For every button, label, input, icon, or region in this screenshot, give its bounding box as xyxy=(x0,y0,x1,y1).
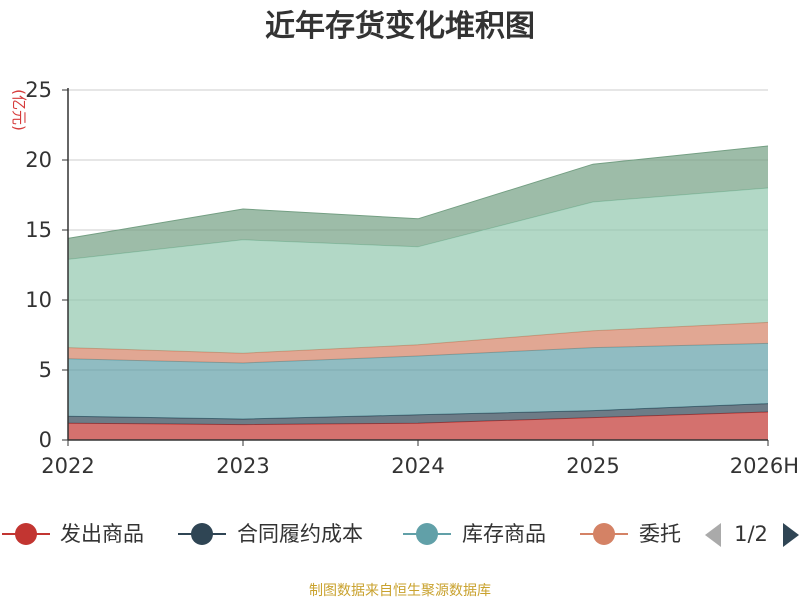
area-series-5 xyxy=(68,146,768,260)
legend-marker-consigned xyxy=(593,523,615,545)
y-axis-ticks: 0 5 10 15 20 25 xyxy=(25,78,68,452)
y-tick-label: 0 xyxy=(39,428,52,452)
x-tick-label: 2024 xyxy=(391,454,444,478)
legend-item-issued-goods[interactable]: 发出商品 xyxy=(2,522,144,546)
area-series-0 xyxy=(68,412,768,440)
x-tick-label: 2023 xyxy=(216,454,269,478)
y-tick-label: 20 xyxy=(25,148,52,172)
legend-prev-arrow-icon[interactable] xyxy=(705,523,721,547)
legend-next-arrow-icon[interactable] xyxy=(783,523,799,547)
legend-label: 委托 xyxy=(639,522,681,546)
legend: 发出商品 合同履约成本 库存商品 委托 1/2 xyxy=(2,522,799,547)
x-axis-ticks: 2022 2023 2024 2025 2026H xyxy=(41,440,799,478)
legend-page-indicator: 1/2 xyxy=(734,522,768,546)
legend-marker-inventory-goods xyxy=(416,523,438,545)
legend-item-contract-cost[interactable]: 合同履约成本 xyxy=(178,522,363,546)
y-tick-label: 25 xyxy=(25,78,52,102)
area-series-2 xyxy=(68,343,768,419)
area-series-4 xyxy=(68,188,768,354)
legend-item-consigned[interactable]: 委托 xyxy=(580,522,681,546)
legend-item-inventory-goods[interactable]: 库存商品 xyxy=(403,522,546,546)
x-tick-label: 2026H xyxy=(730,454,799,478)
area-series-3 xyxy=(68,322,768,363)
y-axis-unit: (亿元) xyxy=(10,89,28,131)
legend-label: 合同履约成本 xyxy=(237,522,363,546)
area-series xyxy=(67,145,769,440)
y-tick-label: 15 xyxy=(25,218,52,242)
legend-label: 库存商品 xyxy=(462,522,546,546)
data-source-note: 制图数据来自恒生聚源数据库 xyxy=(309,583,491,599)
x-tick-label: 2025 xyxy=(566,454,619,478)
x-tick-label: 2022 xyxy=(41,454,94,478)
legend-marker-contract-cost xyxy=(191,523,213,545)
legend-marker-issued-goods xyxy=(15,523,37,545)
legend-label: 发出商品 xyxy=(60,522,144,546)
chart-title: 近年存货变化堆积图 xyxy=(265,9,535,44)
y-tick-label: 10 xyxy=(25,288,52,312)
y-tick-label: 5 xyxy=(39,358,52,382)
area-edge-5 xyxy=(67,145,769,239)
